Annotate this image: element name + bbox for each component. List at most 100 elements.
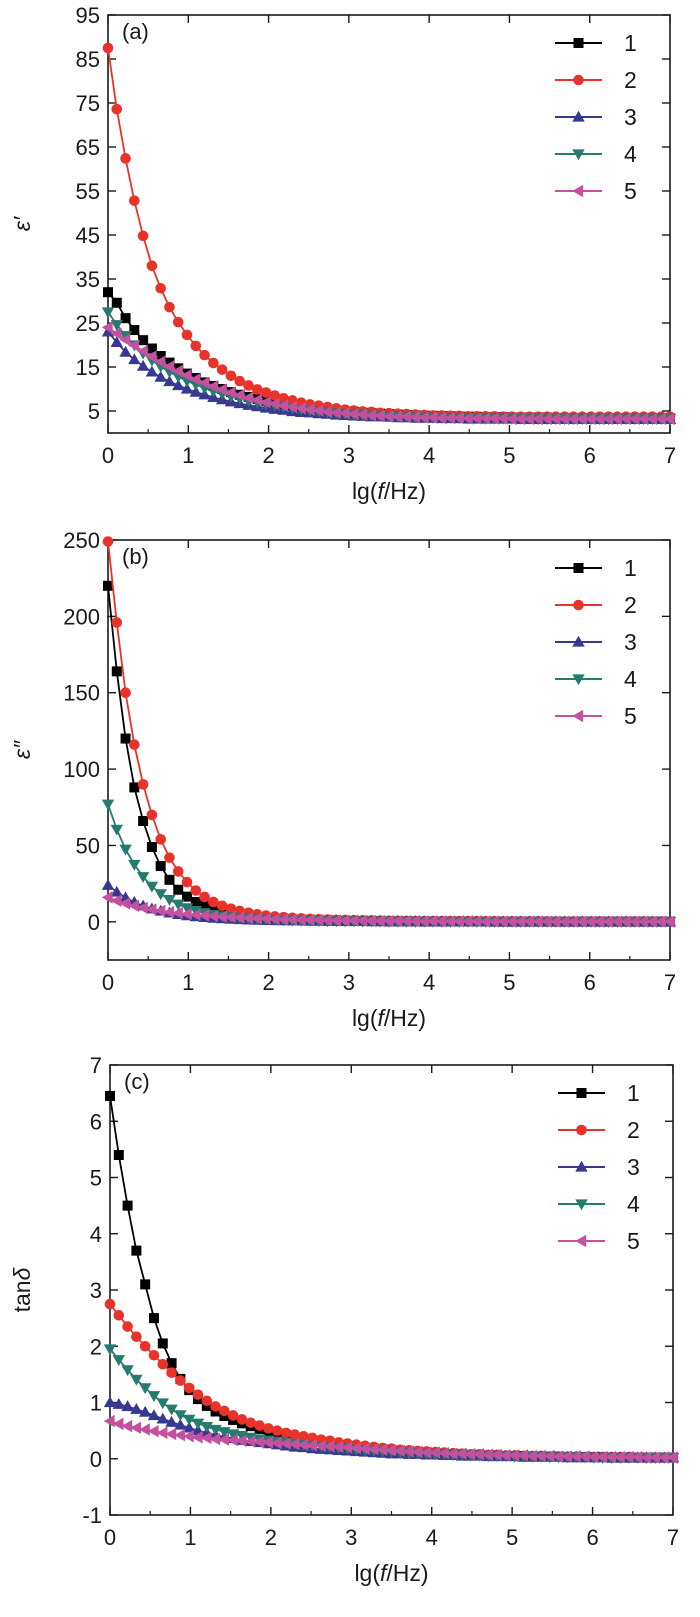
data-point	[243, 380, 254, 391]
data-point	[136, 344, 148, 358]
data-point	[338, 914, 350, 927]
data-point	[347, 914, 359, 927]
data-point	[189, 908, 201, 921]
legend: 1 2 3 4 5	[558, 1080, 640, 1254]
y-axis-title-text: ε″	[9, 740, 35, 759]
data-point	[164, 874, 175, 885]
x-tick-label: 0	[102, 443, 114, 468]
data-point	[140, 1279, 151, 1290]
panel-a: 0 1 2 3 4 5 6 75152535455565758595(a)lg(f/Hz)ε′…	[9, 3, 677, 504]
data-point	[131, 1331, 142, 1342]
x-tick-label: 3	[343, 443, 355, 468]
data-point	[332, 1440, 344, 1454]
data-point	[303, 913, 315, 927]
data-point	[637, 412, 649, 426]
data-point	[453, 411, 464, 425]
data-point	[216, 900, 228, 912]
data-point	[146, 260, 158, 272]
data-point	[128, 353, 141, 365]
x-axis-title: lg(f/Hz)	[352, 478, 426, 504]
data-point	[208, 896, 219, 908]
data-point	[138, 335, 149, 346]
data-point	[137, 779, 149, 790]
data-point	[113, 1150, 124, 1160]
data-point	[103, 1396, 117, 1408]
y-tick-label: 6	[90, 1109, 102, 1134]
data-point	[464, 1448, 476, 1461]
data-point	[254, 1420, 265, 1431]
data-point	[129, 325, 140, 336]
data-point	[400, 914, 412, 928]
x-tick-label: 7	[667, 1525, 679, 1550]
data-point	[111, 297, 122, 308]
data-point	[190, 340, 202, 352]
data-point	[137, 230, 149, 242]
legend-item-4: 4	[555, 141, 637, 167]
data-point	[365, 914, 377, 928]
data-point	[277, 913, 289, 926]
data-point	[103, 1344, 117, 1356]
legend-marker	[572, 635, 585, 647]
legend-label: 1	[624, 30, 637, 56]
data-point	[426, 411, 438, 424]
data-point	[180, 382, 194, 394]
data-point	[517, 1449, 529, 1462]
y-axis-title: ε′	[9, 216, 35, 231]
legend-label: 3	[624, 629, 637, 655]
legend-marker	[572, 674, 585, 686]
legend-item-2: 2	[558, 1117, 640, 1143]
data-point	[155, 861, 166, 872]
data-point	[154, 904, 166, 918]
legend-item-5: 5	[555, 703, 637, 729]
data-point	[444, 915, 456, 928]
legend-label: 3	[627, 1154, 640, 1180]
x-tick-label: 6	[584, 970, 596, 995]
data-point	[136, 872, 150, 883]
data-point	[593, 915, 605, 928]
data-point	[105, 1090, 115, 1101]
legend-marker	[572, 184, 584, 198]
data-point	[279, 1437, 291, 1450]
data-point	[611, 915, 622, 928]
data-point	[367, 1442, 379, 1456]
data-point	[549, 915, 561, 928]
data-point	[663, 412, 675, 426]
data-point	[444, 411, 456, 425]
data-point	[269, 390, 281, 401]
data-point	[110, 894, 122, 907]
data-point	[101, 307, 115, 319]
data-point	[166, 1367, 177, 1378]
data-point	[154, 370, 167, 382]
panel-label: (a)	[122, 19, 149, 44]
data-point	[260, 387, 272, 398]
data-point	[505, 412, 517, 426]
data-point	[584, 915, 596, 928]
data-point	[119, 333, 131, 346]
data-point	[358, 1442, 370, 1455]
data-point	[611, 412, 622, 426]
legend-label: 2	[624, 67, 637, 93]
data-point	[233, 388, 245, 402]
data-point	[649, 1451, 661, 1464]
data-point	[174, 1418, 187, 1430]
data-point	[575, 915, 587, 928]
data-point	[112, 1355, 125, 1366]
data-point	[259, 912, 271, 925]
data-point	[190, 885, 202, 896]
data-point	[532, 915, 543, 928]
legend-label: 5	[624, 703, 637, 729]
data-point	[157, 1358, 169, 1370]
data-point	[172, 364, 183, 378]
data-point	[242, 911, 254, 925]
data-point	[189, 373, 201, 386]
data-point	[356, 914, 368, 927]
y-tick-label: 250	[63, 528, 100, 553]
y-axis-title-prefix: tan	[9, 1280, 35, 1312]
data-point	[259, 396, 271, 409]
data-point	[180, 903, 194, 915]
data-point	[631, 1450, 643, 1464]
data-point	[129, 195, 140, 206]
x-tick-label: 6	[586, 1525, 598, 1550]
data-point	[323, 1440, 335, 1453]
